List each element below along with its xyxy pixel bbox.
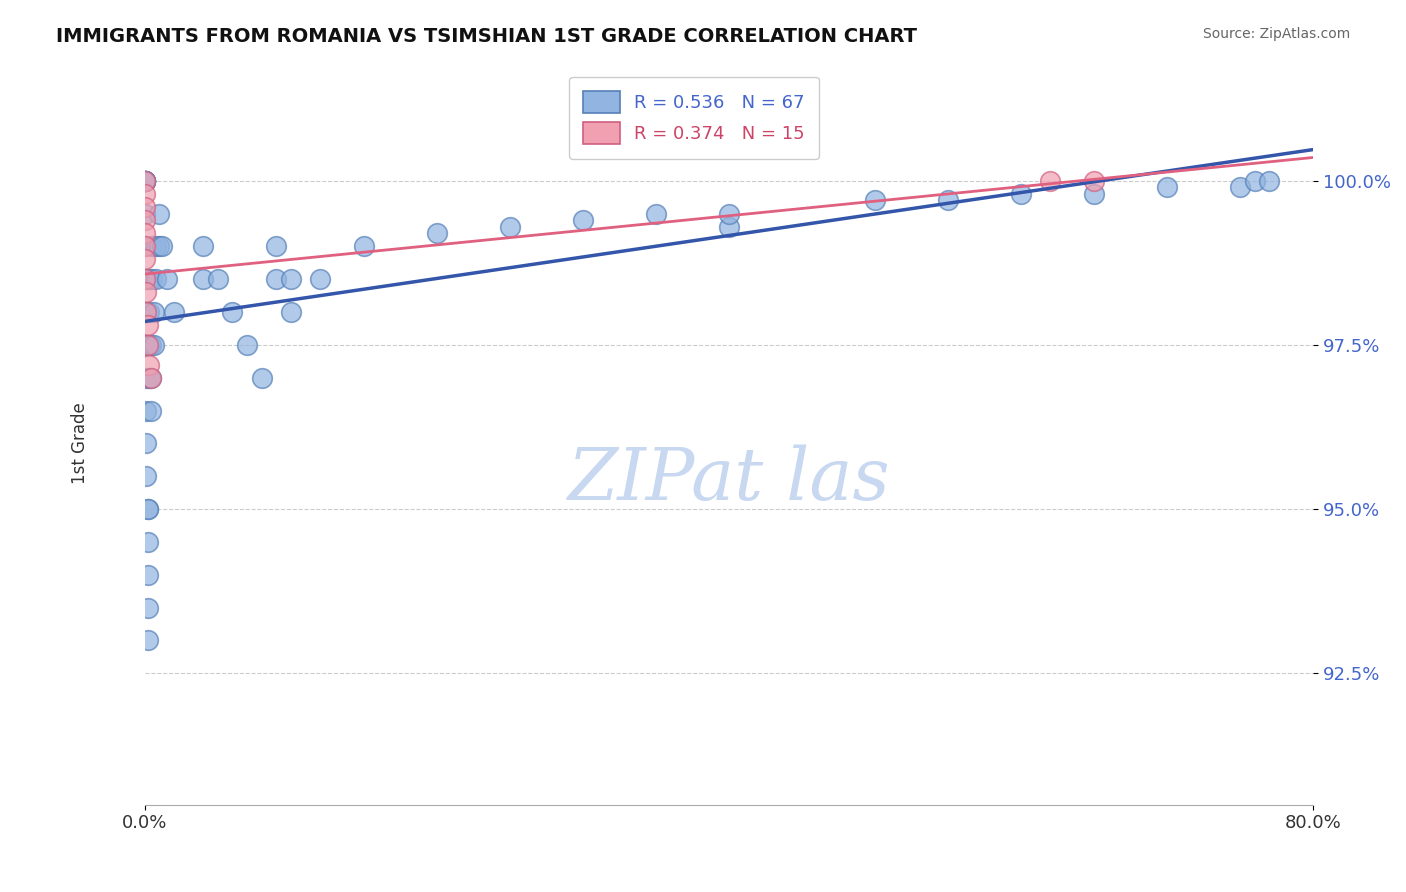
Point: [136, 600, 159, 615]
Point: [1258, 174, 1281, 188]
Point: [145, 272, 167, 286]
Point: [138, 358, 160, 372]
Point: [134, 174, 156, 188]
Point: [134, 174, 156, 188]
Point: [139, 370, 162, 384]
Point: [1083, 186, 1105, 201]
Point: [193, 239, 215, 253]
Point: [134, 174, 156, 188]
Point: [645, 206, 668, 220]
Point: [135, 403, 157, 417]
Point: [150, 239, 173, 253]
Point: [138, 305, 160, 319]
Point: [1229, 180, 1251, 194]
Point: [134, 174, 156, 188]
Point: [139, 338, 162, 352]
Point: [221, 305, 243, 319]
Point: [207, 272, 229, 286]
Point: [863, 194, 886, 208]
Point: [135, 305, 157, 319]
Legend: R = 0.536   N = 67, R = 0.374   N = 15: R = 0.536 N = 67, R = 0.374 N = 15: [569, 77, 820, 159]
Point: [134, 213, 156, 227]
Point: [156, 272, 179, 286]
Point: [353, 239, 375, 253]
Point: [163, 305, 186, 319]
Point: [134, 186, 156, 201]
Point: [718, 219, 741, 234]
Point: [264, 239, 287, 253]
Point: [572, 213, 595, 227]
Y-axis label: 1st Grade: 1st Grade: [72, 402, 89, 484]
Point: [145, 239, 167, 253]
Point: [1083, 174, 1105, 188]
Point: [139, 370, 162, 384]
Point: [134, 200, 156, 214]
Point: [135, 436, 157, 450]
Point: [134, 226, 156, 240]
Point: [135, 285, 157, 300]
Point: [236, 338, 259, 352]
Text: ZIPat las: ZIPat las: [568, 444, 890, 515]
Point: [135, 370, 157, 384]
Point: [1039, 174, 1062, 188]
Point: [134, 174, 156, 188]
Point: [141, 272, 163, 286]
Text: Source: ZipAtlas.com: Source: ZipAtlas.com: [1202, 27, 1350, 41]
Point: [1010, 186, 1032, 201]
Point: [135, 272, 157, 286]
Point: [148, 206, 170, 220]
Point: [134, 206, 156, 220]
Point: [135, 469, 157, 483]
Point: [499, 219, 522, 234]
Point: [136, 502, 159, 516]
Point: [138, 338, 160, 352]
Point: [141, 239, 163, 253]
Point: [139, 403, 162, 417]
Point: [135, 305, 157, 319]
Point: [135, 338, 157, 352]
Point: [1243, 174, 1265, 188]
Point: [250, 370, 273, 384]
Point: [134, 239, 156, 253]
Point: [264, 272, 287, 286]
Point: [134, 174, 156, 188]
Text: IMMIGRANTS FROM ROMANIA VS TSIMSHIAN 1ST GRADE CORRELATION CHART: IMMIGRANTS FROM ROMANIA VS TSIMSHIAN 1ST…: [56, 27, 917, 45]
Point: [280, 305, 302, 319]
Point: [134, 174, 156, 188]
Point: [136, 567, 159, 582]
Point: [134, 174, 156, 188]
Point: [280, 272, 302, 286]
Point: [936, 194, 959, 208]
Point: [138, 272, 160, 286]
Point: [136, 318, 159, 333]
Point: [136, 338, 159, 352]
Point: [134, 239, 156, 253]
Point: [136, 633, 159, 648]
Point: [426, 226, 449, 240]
Point: [136, 535, 159, 549]
Point: [134, 272, 156, 286]
Point: [134, 252, 156, 267]
Point: [193, 272, 215, 286]
Point: [148, 239, 170, 253]
Point: [138, 370, 160, 384]
Point: [136, 502, 159, 516]
Point: [718, 206, 741, 220]
Point: [309, 272, 332, 286]
Point: [1156, 180, 1178, 194]
Point: [134, 174, 156, 188]
Point: [142, 305, 165, 319]
Point: [135, 338, 157, 352]
Point: [142, 338, 165, 352]
